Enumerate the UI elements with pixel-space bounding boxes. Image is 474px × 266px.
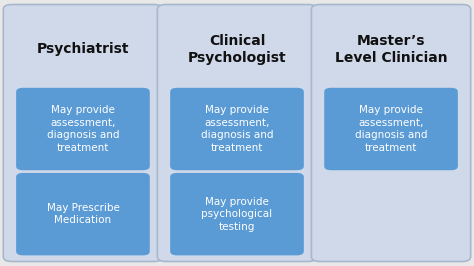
FancyBboxPatch shape xyxy=(3,5,163,261)
FancyBboxPatch shape xyxy=(16,88,150,170)
Text: May provide
psychological
testing: May provide psychological testing xyxy=(201,197,273,231)
Text: May provide
assessment,
diagnosis and
treatment: May provide assessment, diagnosis and tr… xyxy=(201,105,273,153)
FancyBboxPatch shape xyxy=(311,5,471,261)
FancyBboxPatch shape xyxy=(170,88,304,170)
Text: May provide
assessment,
diagnosis and
treatment: May provide assessment, diagnosis and tr… xyxy=(355,105,427,153)
Text: Clinical
Psychologist: Clinical Psychologist xyxy=(188,34,286,65)
Text: Master’s
Level Clinician: Master’s Level Clinician xyxy=(335,34,447,65)
FancyBboxPatch shape xyxy=(324,88,458,170)
Text: Psychiatrist: Psychiatrist xyxy=(36,42,129,56)
FancyBboxPatch shape xyxy=(157,5,317,261)
Text: May provide
assessment,
diagnosis and
treatment: May provide assessment, diagnosis and tr… xyxy=(47,105,119,153)
FancyBboxPatch shape xyxy=(170,173,304,255)
Text: May Prescribe
Medication: May Prescribe Medication xyxy=(46,203,119,225)
FancyBboxPatch shape xyxy=(16,173,150,255)
